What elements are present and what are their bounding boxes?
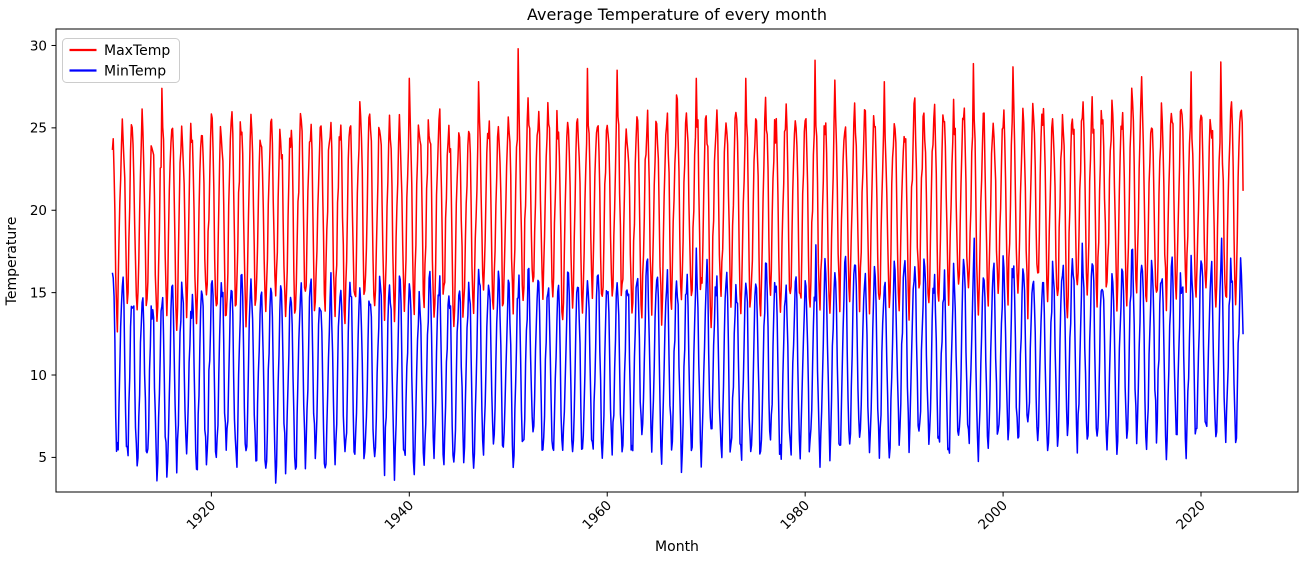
x-tick-label: 1960 (579, 498, 615, 534)
series-line-maxtemp (111, 48, 1244, 333)
legend: MaxTemp MinTemp (62, 38, 180, 83)
x-axis-label: Month (655, 539, 699, 555)
y-tick-label: 20 (30, 203, 47, 219)
legend-label-maxtemp: MaxTemp (104, 43, 170, 59)
y-tick-label: 15 (30, 285, 47, 301)
y-tick-label: 10 (30, 368, 47, 384)
y-tick-label: 5 (38, 450, 47, 466)
chart-title: Average Temperature of every month (527, 5, 827, 24)
x-tick-label: 1920 (184, 498, 220, 534)
x-tick-label: 2000 (975, 498, 1011, 534)
y-tick-label: 30 (30, 38, 47, 54)
plot-area: 1920 1940 1960 1980 2000 2020 5 10 15 20 25 30 (30, 28, 1299, 534)
x-tick-label: 1980 (777, 498, 813, 534)
x-tick-label: 1940 (382, 498, 418, 534)
series-line-mintemp (111, 237, 1244, 484)
x-tick-label: 2020 (1173, 498, 1209, 534)
plot-border (55, 28, 1299, 493)
legend-label-mintemp: MinTemp (104, 63, 166, 79)
y-axis-label: Temperature (4, 217, 20, 307)
y-tick-label: 25 (30, 121, 47, 137)
